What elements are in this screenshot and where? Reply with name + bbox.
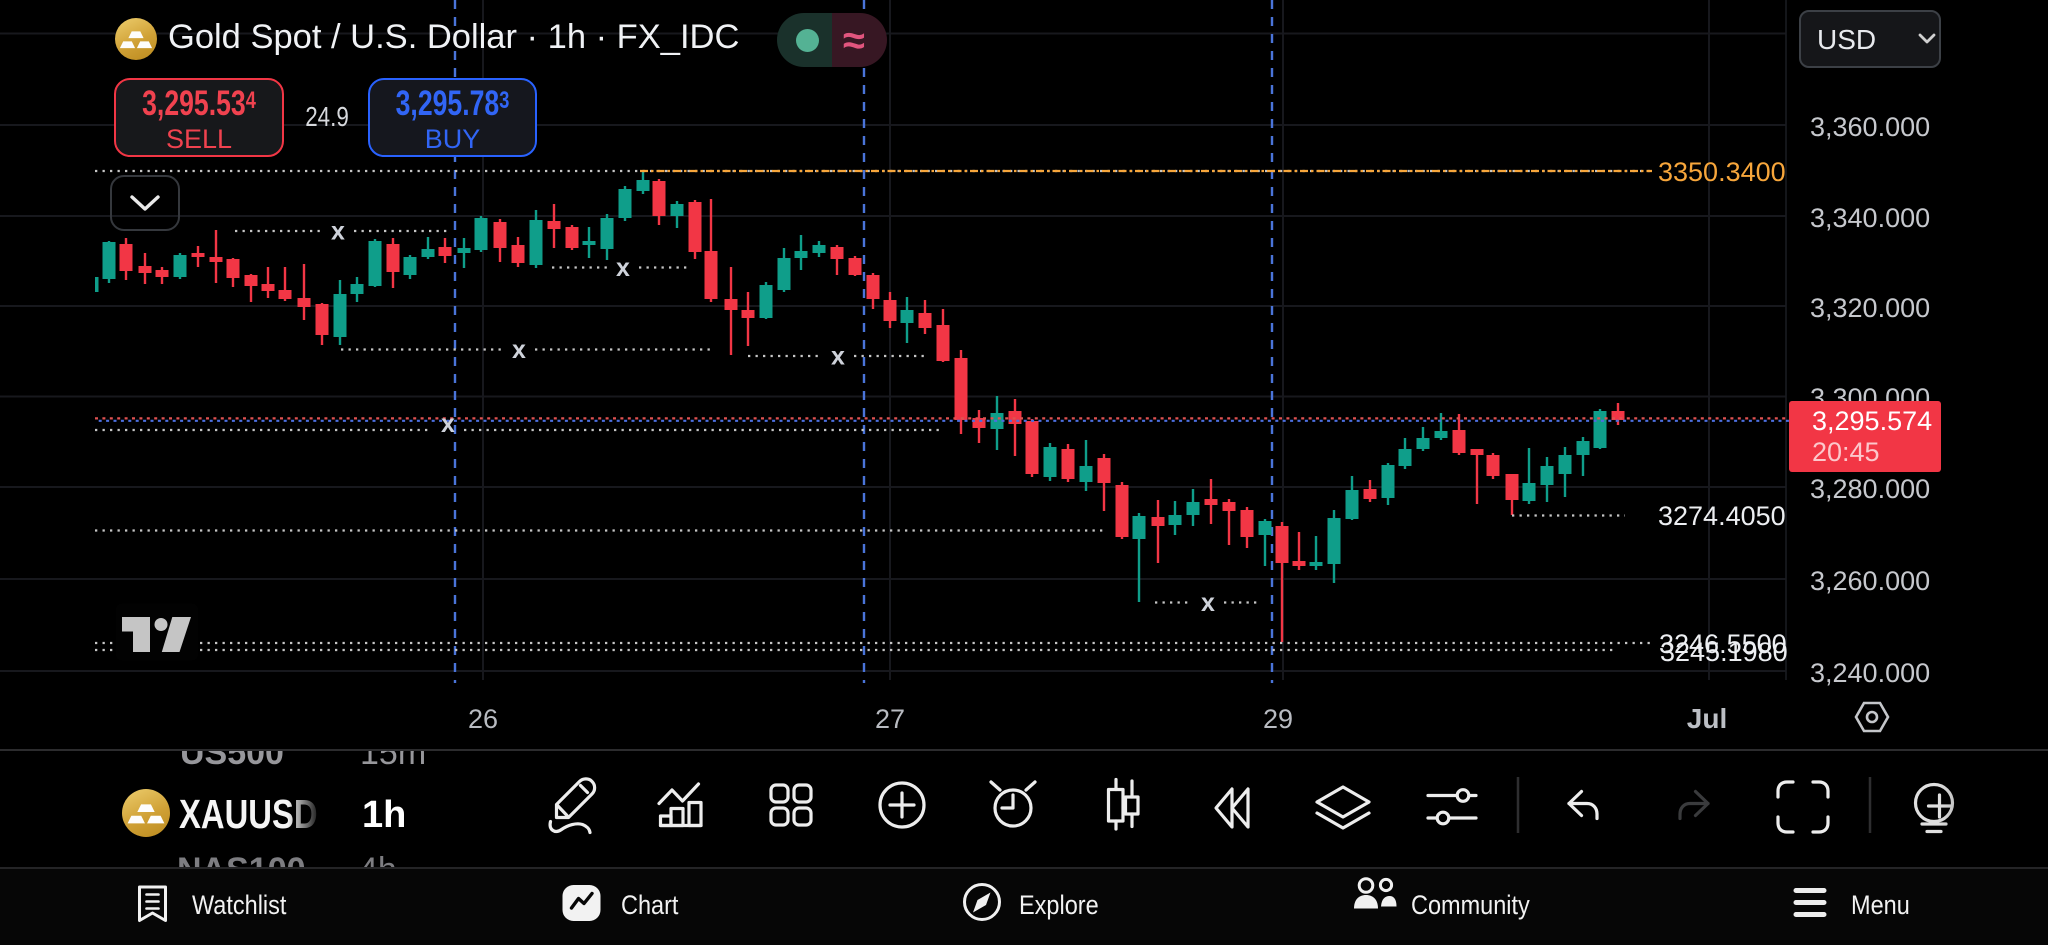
svg-text:x: x [831,343,845,371]
svg-text:x: x [441,410,455,438]
svg-text:x: x [616,254,630,282]
svg-text:x: x [331,218,345,246]
svg-text:x: x [512,336,526,364]
svg-text:x: x [1201,589,1215,617]
